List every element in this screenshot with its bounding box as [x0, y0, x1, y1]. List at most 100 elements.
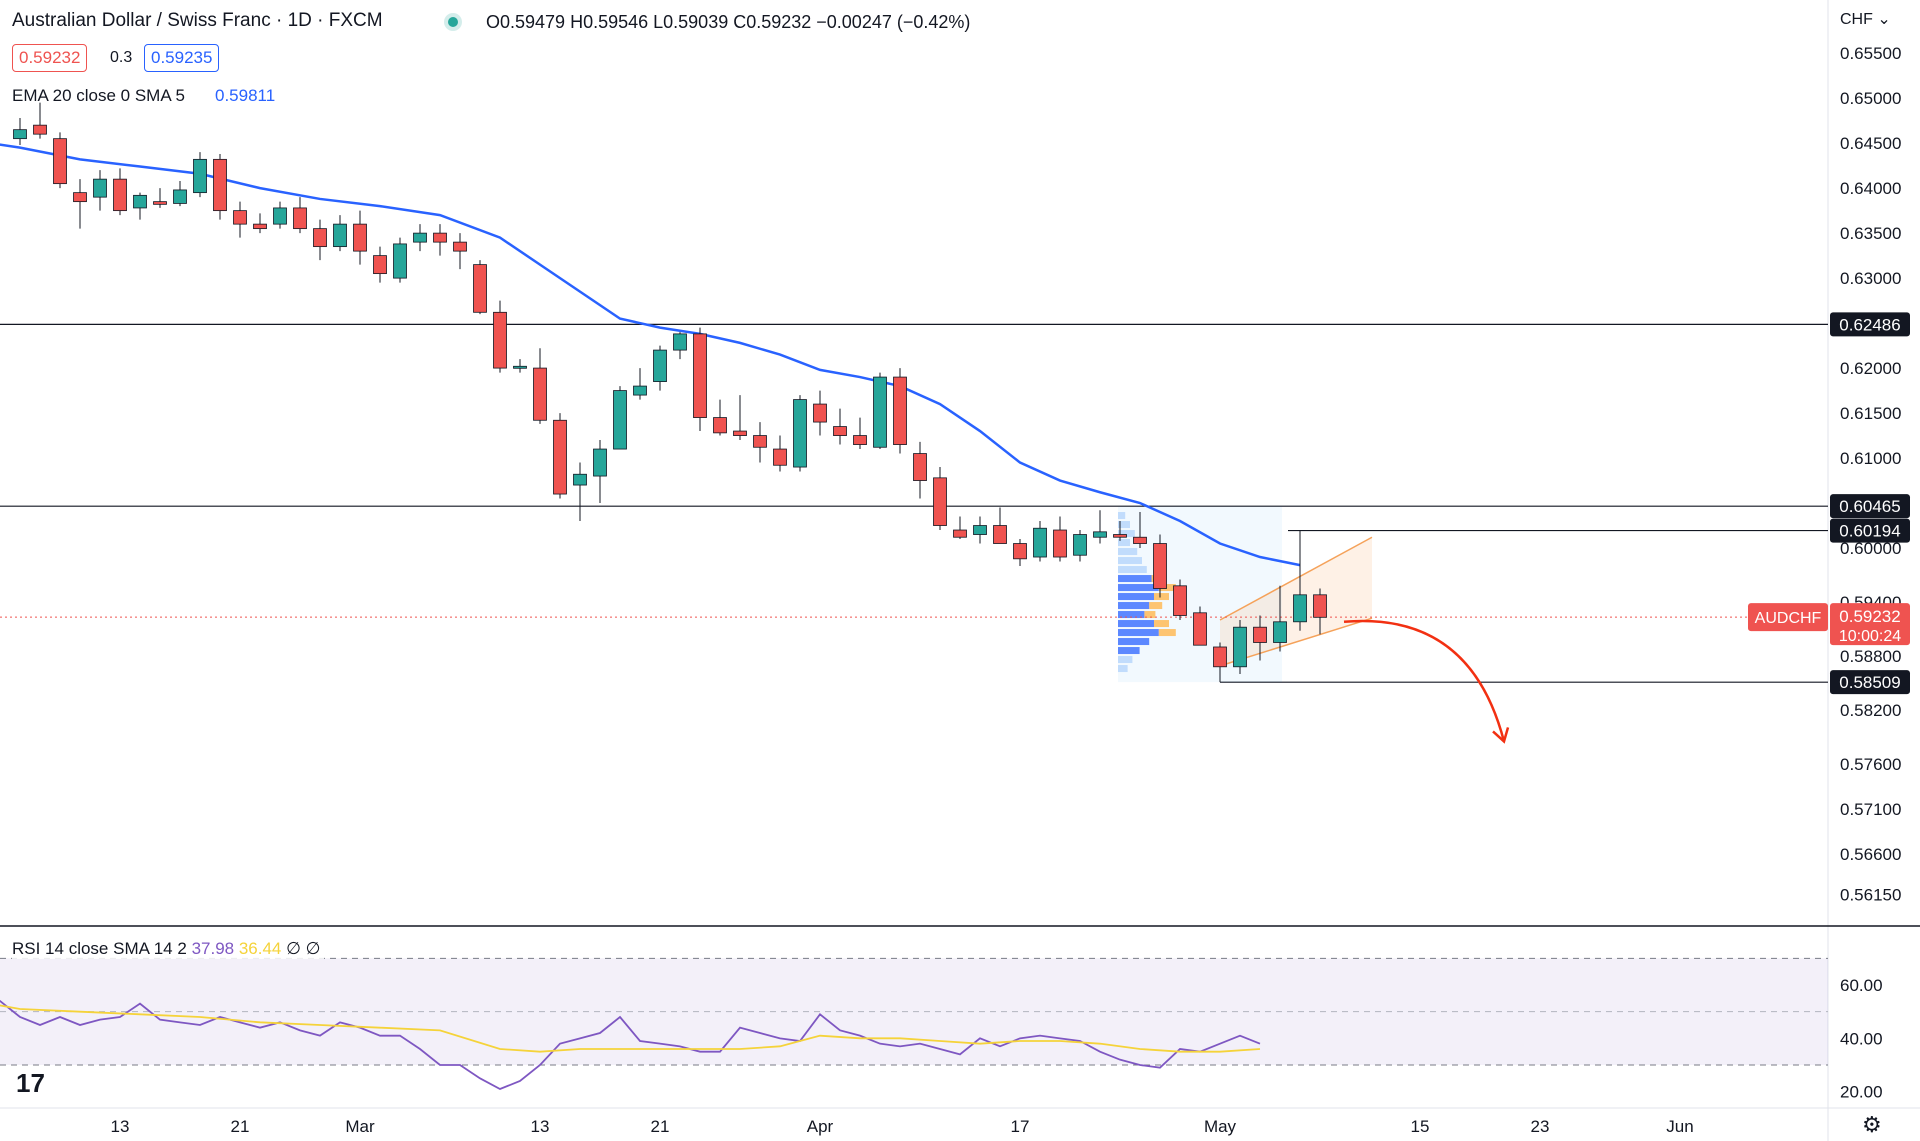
price-tick-label: 0.57600 — [1840, 755, 1901, 774]
candle-bullish — [673, 333, 687, 351]
ema-line — [0, 143, 1301, 567]
rsi-line — [0, 1000, 1261, 1090]
buy-button[interactable]: 0.59235 — [144, 44, 220, 72]
candle-bearish — [1053, 529, 1067, 558]
candle-bearish — [733, 430, 747, 436]
price-tick-label: 0.61500 — [1840, 404, 1901, 423]
candle-bullish — [653, 349, 667, 382]
rsi-sma-value: 36.44 — [238, 939, 282, 958]
candle-bearish — [293, 207, 307, 230]
level-price-tag — [1830, 518, 1910, 543]
volume-profile-bar-up — [1158, 629, 1176, 637]
candle-bearish — [153, 201, 167, 205]
symbol-title[interactable]: Australian Dollar / Swiss Franc · 1D · F… — [12, 10, 383, 31]
ema-indicator-value: 0.59811 — [215, 86, 276, 105]
price-tick-label: 0.63000 — [1840, 269, 1901, 288]
candle-bullish — [93, 178, 107, 198]
price-tick-label: 0.64500 — [1840, 134, 1901, 153]
ema-indicator-label[interactable]: EMA 20 close 0 SMA 5 — [12, 86, 185, 105]
candle-bearish — [233, 210, 247, 225]
candle-bearish — [453, 241, 467, 252]
settings-gear-icon[interactable]: ⚙ — [1862, 1112, 1882, 1137]
price-tick-label: 0.57100 — [1840, 800, 1901, 819]
sell-button[interactable]: 0.59232 — [12, 44, 88, 72]
rsi-name: RSI 14 close SMA 14 2 — [12, 939, 187, 958]
market-open-dot — [448, 17, 458, 27]
candle-bearish — [1253, 626, 1267, 643]
rsi-indicator-label[interactable]: RSI 14 close SMA 14 2 37.98 36.44 ∅ ∅ — [12, 939, 325, 959]
candle-bearish — [1213, 646, 1227, 668]
time-tick-label: 17 — [1011, 1117, 1030, 1136]
time-tick-label: 23 — [1531, 1117, 1550, 1136]
candle-bearish — [53, 138, 67, 185]
projection-arrow-curve — [1343, 619, 1506, 742]
price-tick-label: 0.65500 — [1840, 44, 1901, 63]
price-tick-label: 0.62000 — [1840, 359, 1901, 378]
ohlc-readout: O0.59479 H0.59546 L0.59039 C0.59232 −0.0… — [486, 12, 971, 32]
volume-profile-bar — [1118, 638, 1150, 646]
volume-profile-bar — [1118, 521, 1130, 529]
candle-bearish — [1133, 536, 1147, 544]
volume-profile-bar — [1118, 656, 1133, 664]
level-price-label: 0.60465 — [1839, 497, 1900, 516]
volume-profile-bar — [1118, 602, 1150, 610]
candle-bullish — [173, 189, 187, 204]
level-price-label: 0.62486 — [1839, 315, 1900, 334]
tradingview-logo-icon: 17 — [16, 1068, 45, 1098]
time-tick-label: Mar — [345, 1117, 375, 1136]
candle-bearish — [833, 426, 847, 436]
candle-bearish — [853, 435, 867, 445]
candle-bearish — [1313, 594, 1327, 618]
time-tick-label: 13 — [111, 1117, 130, 1136]
volume-profile-bar — [1118, 530, 1135, 538]
candle-bearish — [553, 419, 567, 495]
candle-bullish — [1293, 594, 1307, 623]
candle-bullish — [1273, 621, 1287, 643]
volume-profile-bar-up — [1158, 584, 1176, 592]
price-tick-label: 0.60000 — [1840, 539, 1901, 558]
time-tick-label: Jun — [1666, 1117, 1693, 1136]
level-price-tag — [1830, 494, 1910, 519]
volume-profile-bar-up — [1154, 593, 1169, 601]
time-tick-label: 13 — [531, 1117, 550, 1136]
bar-countdown-label: 10:00:24 — [1839, 628, 1901, 645]
candle-bearish — [933, 477, 947, 526]
candle-bullish — [873, 376, 887, 448]
candle-bearish — [773, 448, 787, 466]
candle-bullish — [973, 525, 987, 535]
rsi-sma-line — [0, 1004, 1261, 1053]
candle-bearish — [213, 158, 227, 212]
spread-value: 0.3 — [110, 49, 133, 66]
volume-profile-bar — [1118, 665, 1128, 673]
time-tick-label: 21 — [231, 1117, 250, 1136]
projection-arrow-head — [1492, 727, 1510, 744]
symbol-tag-label: AUDCHF — [1755, 610, 1822, 627]
volume-profile-bar — [1118, 512, 1126, 520]
candle-bearish — [1173, 585, 1187, 616]
candle-bullish — [1033, 527, 1047, 558]
candle-bearish — [893, 376, 907, 445]
rsi-value: 37.98 — [191, 939, 235, 958]
candle-bearish — [1013, 543, 1027, 560]
candle-bearish — [813, 403, 827, 423]
candle-bearish — [713, 417, 727, 434]
currency-selector[interactable]: CHF ⌄ — [1840, 9, 1891, 29]
rsi-tick-label: 60.00 — [1840, 976, 1883, 995]
level-price-label: 0.58509 — [1839, 673, 1900, 692]
volume-profile-bar — [1118, 593, 1154, 601]
time-tick-label: May — [1204, 1117, 1237, 1136]
candle-bullish — [1073, 534, 1087, 556]
candle-bullish — [593, 448, 607, 477]
volume-profile-bar — [1118, 584, 1159, 592]
price-tick-label: 0.64000 — [1840, 179, 1901, 198]
level-price-tag — [1830, 312, 1910, 337]
volume-profile-bar — [1118, 620, 1154, 628]
time-tick-label: 15 — [1411, 1117, 1430, 1136]
price-tick-label: 0.58200 — [1840, 701, 1901, 720]
candle-bearish — [433, 232, 447, 243]
volume-profile-bar-up — [1144, 611, 1156, 619]
candle-bullish — [133, 194, 147, 209]
candle-bearish — [1193, 612, 1207, 646]
price-tick-label: 0.58800 — [1840, 647, 1901, 666]
